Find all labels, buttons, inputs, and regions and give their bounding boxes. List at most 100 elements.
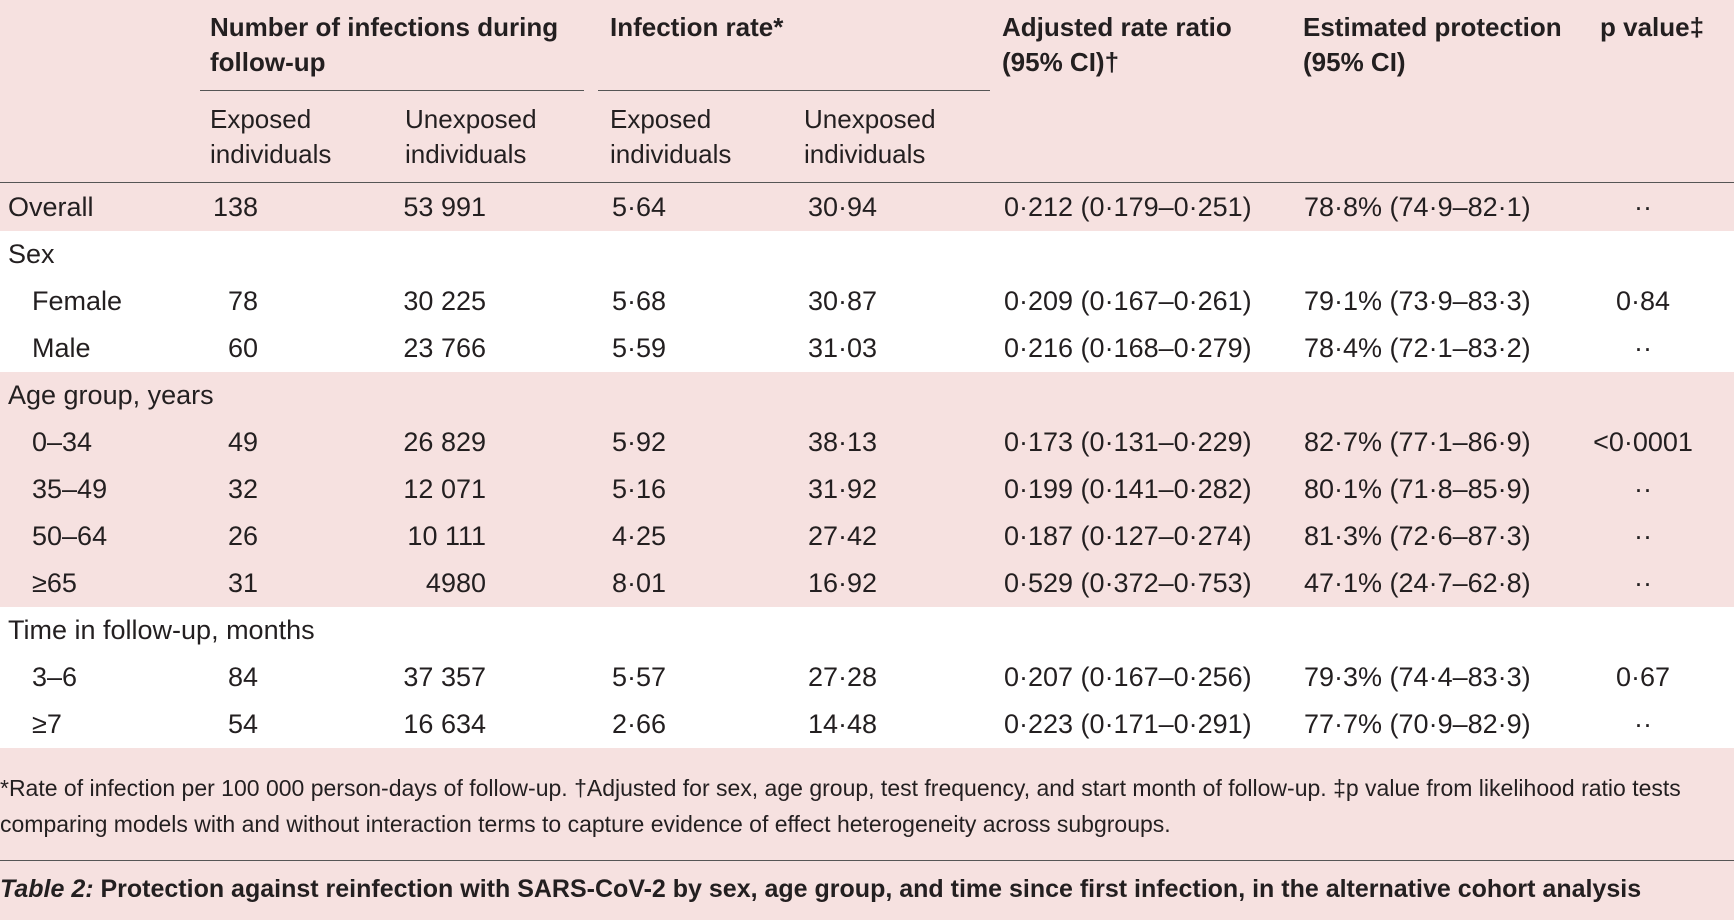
cell-rate-exposed: 5·59 (612, 333, 667, 363)
cell-rate-ratio: 0·529 (0·372–0·753) (1004, 568, 1252, 598)
cell-infections-exposed: 54 (227, 709, 258, 739)
table-caption: Table 2: Protection against reinfection … (0, 872, 1641, 906)
cell-p-value: 0·67 (1615, 662, 1671, 692)
cell-infections-unexposed (380, 607, 486, 654)
cell-rate-unexposed: 38·13 (808, 427, 878, 457)
cell-rate-unexposed: 30·94 (808, 192, 878, 222)
cell-rate-unexposed: 16·92 (808, 568, 878, 598)
table-row: Overall 138 53 991 5·64 30·94 0·212 (0·179–0·… (0, 184, 1734, 231)
table-row: 0–34 49 26 829 5·92 38·13 0·173 (0·131–0·229)… (0, 419, 1734, 466)
table-row: Female 78 30 225 5·68 30·87 0·209 (0·167–0·26… (0, 278, 1734, 325)
cell-p-value (1590, 372, 1696, 419)
header-infections: Number of infections during follow-up (210, 12, 559, 77)
row-label: Female (32, 286, 123, 316)
cell-infections-exposed: 78 (227, 286, 258, 316)
table-group-row: Time in follow-up, months (0, 607, 1734, 654)
cell-protection: 78·4% (72·1–83·2) (1304, 333, 1531, 363)
cell-p-value: ·· (1634, 568, 1652, 598)
cell-infections-unexposed: 23 766 (403, 333, 486, 363)
cell-p-value: 0·84 (1615, 286, 1671, 316)
cell-rate-exposed: 5·16 (612, 474, 667, 504)
header-ratio: Adjusted rate ratio (95% CI)† (1002, 10, 1232, 80)
row-label: Sex (8, 239, 55, 269)
header-pvalue: p value‡ (1600, 12, 1705, 42)
cell-infections-unexposed: 16 634 (403, 709, 486, 739)
table-row: Male 60 23 766 5·59 31·03 0·216 (0·168–0·279)… (0, 325, 1734, 372)
cell-protection: 82·7% (77·1–86·9) (1304, 427, 1531, 457)
cell-rate-ratio: 0·212 (0·179–0·251) (1004, 192, 1252, 222)
cell-infections-unexposed: 12 071 (403, 474, 486, 504)
cell-infections-unexposed (380, 231, 486, 278)
cell-infections-exposed: 138 (212, 192, 258, 222)
header-protection: Estimated protection (95% CI) (1303, 10, 1562, 80)
cell-infections-exposed: 32 (227, 474, 258, 504)
cell-rate-exposed: 2·66 (612, 709, 667, 739)
header-protection-line1: Estimated protection (1303, 12, 1562, 42)
cell-rate-unexposed: 30·87 (808, 286, 878, 316)
cell-rate-unexposed: 14·48 (808, 709, 878, 739)
footnote-line-1: *Rate of infection per 100 000 person-da… (0, 775, 1681, 801)
cell-infections-exposed: 60 (227, 333, 258, 363)
subheader-line: individuals (610, 139, 732, 169)
cell-rate-unexposed: 31·92 (808, 474, 878, 504)
cell-rate-ratio: 0·173 (0·131–0·229) (1004, 427, 1252, 457)
cell-infections-unexposed (380, 372, 486, 419)
row-label: 35–49 (32, 474, 108, 504)
cell-rate-exposed: 8·01 (612, 568, 667, 598)
cell-infections-exposed: 84 (227, 662, 258, 692)
table-row: ≥7 54 16 634 2·66 14·48 0·223 (0·171–0·291) 77… (0, 701, 1734, 748)
cell-infections-exposed (180, 372, 258, 419)
subheader-rate-exposed: Exposed individuals (610, 102, 731, 172)
table-footnote: *Rate of infection per 100 000 person-da… (0, 770, 1734, 842)
cell-rate-unexposed: 31·03 (808, 333, 878, 363)
header-protection-line2: (95% CI) (1303, 47, 1406, 77)
subheader-rate-unexposed: Unexposed individuals (804, 102, 936, 172)
cell-infections-unexposed: 30 225 (403, 286, 486, 316)
row-label: ≥7 (32, 709, 62, 739)
header-rate: Infection rate* (610, 12, 784, 42)
subheader-line: Unexposed (405, 104, 537, 134)
cell-infections-exposed (180, 231, 258, 278)
row-label: 50–64 (32, 521, 108, 551)
row-label: Overall (8, 192, 94, 222)
cell-protection: 80·1% (71·8–85·9) (1304, 474, 1531, 504)
cell-protection: 79·1% (73·9–83·3) (1304, 286, 1531, 316)
cell-rate-exposed: 5·57 (612, 662, 667, 692)
cell-protection: 81·3% (72·6–87·3) (1304, 521, 1531, 551)
header-bottom-rule (0, 182, 1734, 183)
header-ratio-line2: (95% CI)† (1002, 47, 1120, 77)
header-rule-infections (200, 90, 584, 91)
cell-p-value: ·· (1634, 474, 1652, 504)
cell-rate-ratio: 0·209 (0·167–0·261) (1004, 286, 1252, 316)
cell-rate-exposed: 4·25 (612, 521, 667, 551)
cell-protection: 79·3% (74·4–83·3) (1304, 662, 1531, 692)
cell-p-value (1590, 607, 1696, 654)
cell-p-value: <0·0001 (1593, 427, 1693, 457)
cell-infections-exposed (180, 607, 258, 654)
cell-infections-unexposed: 4980 (425, 568, 486, 598)
cell-protection: 78·8% (74·9–82·1) (1304, 192, 1531, 222)
cell-p-value: ·· (1634, 192, 1652, 222)
row-label: 0–34 (32, 427, 93, 457)
cell-p-value: ·· (1634, 709, 1652, 739)
subheader-infections-exposed: Exposed individuals (210, 102, 331, 172)
cell-rate-ratio: 0·223 (0·171–0·291) (1004, 709, 1252, 739)
cell-rate-ratio: 0·199 (0·141–0·282) (1004, 474, 1252, 504)
cell-rate-exposed: 5·92 (612, 427, 667, 457)
subheader-line: individuals (405, 139, 527, 169)
subheader-line: Exposed (610, 104, 712, 134)
cell-rate-ratio: 0·207 (0·167–0·256) (1004, 662, 1252, 692)
cell-infections-unexposed: 26 829 (403, 427, 486, 457)
cell-rate-exposed: 5·64 (612, 192, 667, 222)
cell-p-value: ·· (1634, 521, 1652, 551)
caption-rule (0, 860, 1734, 861)
subheader-line: Exposed (210, 104, 312, 134)
row-label: 3–6 (32, 662, 78, 692)
row-label: Time in follow-up, months (8, 615, 315, 645)
table-row: 35–49 32 12 071 5·16 31·92 0·199 (0·141–0·282… (0, 466, 1734, 513)
cell-protection: 47·1% (24·7–62·8) (1304, 568, 1531, 598)
header-rule-rate (598, 90, 990, 91)
table-row: 3–6 84 37 357 5·57 27·28 0·207 (0·167–0·256) 7… (0, 654, 1734, 701)
header-ratio-line1: Adjusted rate ratio (1002, 12, 1232, 42)
